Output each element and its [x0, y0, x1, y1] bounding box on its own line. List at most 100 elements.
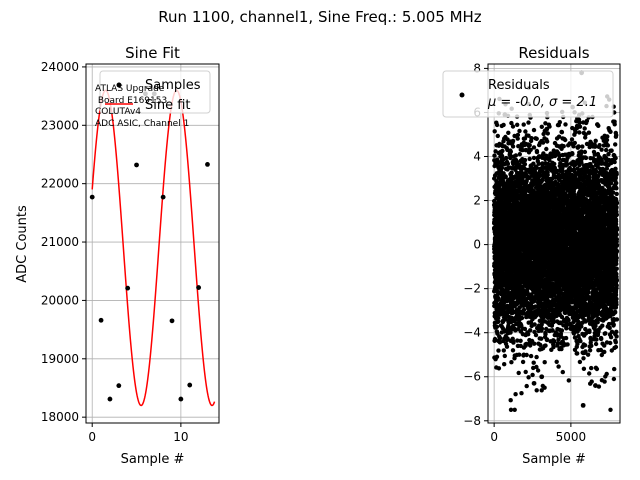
residual-point — [494, 354, 500, 359]
residual-point — [566, 378, 571, 383]
residual-point — [561, 144, 566, 149]
sine-fit-xlabel: Sample # — [121, 452, 185, 467]
residual-point — [508, 407, 514, 412]
residual-point — [509, 170, 514, 175]
residual-point — [492, 153, 497, 158]
legend-samples-marker — [116, 82, 122, 88]
sine-fit-ytick-label: 24000 — [41, 60, 79, 74]
sine-fit-ytick-label: 22000 — [41, 177, 79, 191]
sample-point — [205, 162, 210, 167]
residual-point — [509, 315, 514, 320]
sine-fit-panel: Sine Fit Sample # ADC Counts 0 1018000190… — [15, 44, 220, 467]
residuals-ytick-label: −2 — [463, 282, 481, 296]
residual-point — [502, 353, 507, 359]
residual-point — [530, 372, 535, 378]
residual-point — [531, 127, 537, 133]
residual-point — [510, 124, 516, 129]
residual-point — [515, 136, 520, 141]
residual-point — [521, 307, 527, 312]
residual-point — [508, 398, 513, 403]
residual-point — [526, 375, 531, 380]
annotation-line-2: Board E169153 — [95, 96, 167, 106]
sine-fit-curve — [91, 89, 216, 407]
residual-point — [512, 407, 517, 412]
residual-point — [515, 338, 520, 343]
sine-fit-grid — [86, 64, 219, 423]
residual-point — [563, 122, 568, 127]
residual-point — [545, 131, 550, 136]
residual-point — [508, 149, 513, 154]
residual-point — [528, 343, 533, 348]
residual-point — [536, 161, 541, 166]
residual-point — [522, 157, 528, 163]
residual-point — [496, 319, 501, 324]
residual-point — [494, 324, 500, 329]
residual-point — [511, 340, 516, 345]
annotation-line-4: ADC ASIC, Channel 1 — [95, 119, 189, 129]
residual-point — [517, 152, 522, 157]
sine-fit-xtick-label: 0 — [88, 430, 96, 444]
residual-point — [501, 348, 506, 353]
residual-point — [539, 326, 545, 331]
residual-point — [526, 120, 531, 125]
residual-point — [526, 332, 531, 337]
sine-fit-legend: Samples Sine fit — [99, 70, 211, 114]
residual-point — [540, 177, 545, 182]
residual-point — [528, 147, 533, 152]
residual-point — [503, 174, 508, 179]
residual-point — [538, 342, 543, 348]
residual-point — [494, 122, 500, 128]
residual-point — [516, 144, 521, 149]
annotation-line-1: ATLAS Upgrade — [95, 84, 165, 94]
sine-fit-legend-box — [99, 70, 211, 114]
residual-point — [510, 348, 516, 353]
residuals-xtick-label: 5000 — [556, 430, 587, 444]
sample-point — [196, 285, 202, 290]
sample-point — [178, 396, 184, 402]
residual-point — [515, 122, 520, 128]
residual-point — [551, 344, 556, 350]
residual-point — [529, 136, 534, 141]
residual-point — [539, 124, 544, 129]
residual-point — [508, 155, 513, 161]
residual-point — [563, 335, 569, 341]
residuals-marks — [491, 70, 620, 412]
residual-point — [499, 165, 505, 171]
residual-point — [501, 171, 506, 176]
residual-point — [497, 335, 503, 341]
residual-point — [543, 332, 548, 337]
residual-point — [545, 172, 550, 178]
residual-point — [535, 368, 541, 373]
residual-point — [521, 122, 526, 127]
residuals-ytick-label: 8 — [473, 61, 481, 75]
residual-point — [554, 359, 559, 364]
residual-point — [505, 336, 510, 341]
residual-point — [545, 139, 550, 144]
residual-point — [495, 133, 500, 139]
residual-point — [524, 352, 529, 358]
sample-point — [89, 194, 95, 200]
residual-point — [526, 133, 531, 138]
residual-point — [534, 165, 539, 170]
residual-point — [522, 162, 528, 167]
residual-point — [565, 162, 570, 167]
residuals-ytick-label: −8 — [463, 414, 481, 428]
sine-fit-title: Sine Fit — [125, 44, 180, 62]
residual-point — [513, 392, 518, 397]
residual-point — [502, 362, 507, 367]
residual-point — [544, 146, 549, 152]
residual-point — [565, 342, 570, 347]
residual-point — [518, 338, 523, 343]
residual-point — [496, 296, 501, 301]
residual-point — [543, 343, 548, 348]
residual-point — [510, 144, 516, 149]
residual-point — [534, 136, 539, 141]
residual-point — [515, 132, 521, 138]
sample-point — [187, 382, 193, 388]
residual-point — [522, 326, 528, 332]
residual-point — [534, 354, 539, 360]
residual-point — [509, 360, 514, 365]
